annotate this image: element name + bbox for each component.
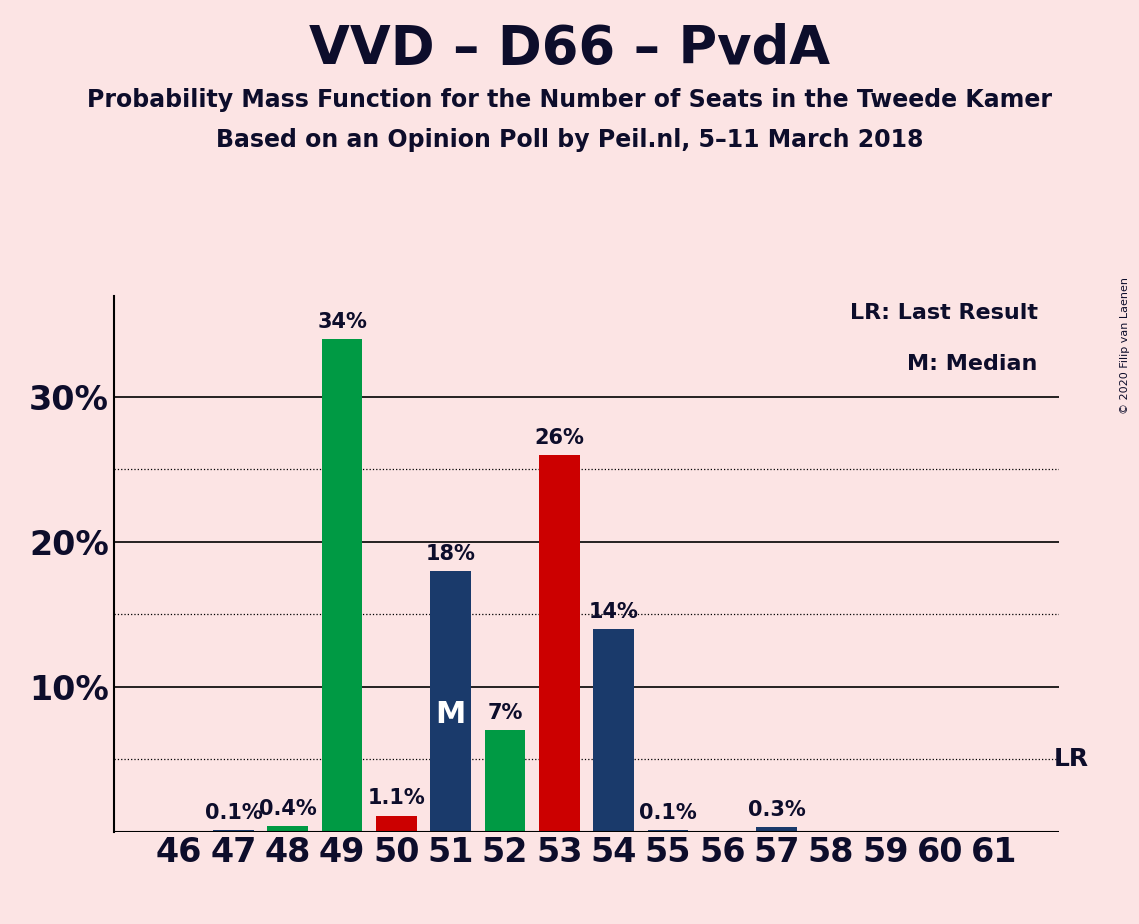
Text: M: M [435, 699, 466, 729]
Text: 1.1%: 1.1% [368, 788, 425, 808]
Text: LR: LR [1054, 748, 1089, 772]
Text: 18%: 18% [426, 543, 476, 564]
Bar [376, 816, 417, 832]
Text: 0.3%: 0.3% [748, 800, 805, 820]
Bar [539, 455, 580, 832]
Text: Based on an Opinion Poll by Peil.nl, 5–11 March 2018: Based on an Opinion Poll by Peil.nl, 5–1… [215, 128, 924, 152]
Bar [321, 339, 362, 832]
Text: 7%: 7% [487, 703, 523, 723]
Bar [431, 571, 472, 832]
Text: 0.4%: 0.4% [259, 798, 317, 819]
Text: 34%: 34% [317, 312, 367, 332]
Text: Probability Mass Function for the Number of Seats in the Tweede Kamer: Probability Mass Function for the Number… [87, 88, 1052, 112]
Bar [213, 830, 254, 832]
Bar [593, 629, 634, 832]
Bar [485, 730, 525, 832]
Bar [648, 830, 688, 832]
Text: 0.1%: 0.1% [639, 803, 697, 823]
Text: 0.1%: 0.1% [205, 803, 262, 823]
Bar [268, 826, 309, 832]
Text: M: Median: M: Median [907, 354, 1038, 373]
Bar [756, 827, 797, 832]
Text: 26%: 26% [534, 428, 584, 448]
Text: © 2020 Filip van Laenen: © 2020 Filip van Laenen [1121, 277, 1130, 414]
Text: 14%: 14% [589, 602, 639, 622]
Text: LR: Last Result: LR: Last Result [850, 303, 1038, 322]
Text: VVD – D66 – PvdA: VVD – D66 – PvdA [309, 23, 830, 75]
